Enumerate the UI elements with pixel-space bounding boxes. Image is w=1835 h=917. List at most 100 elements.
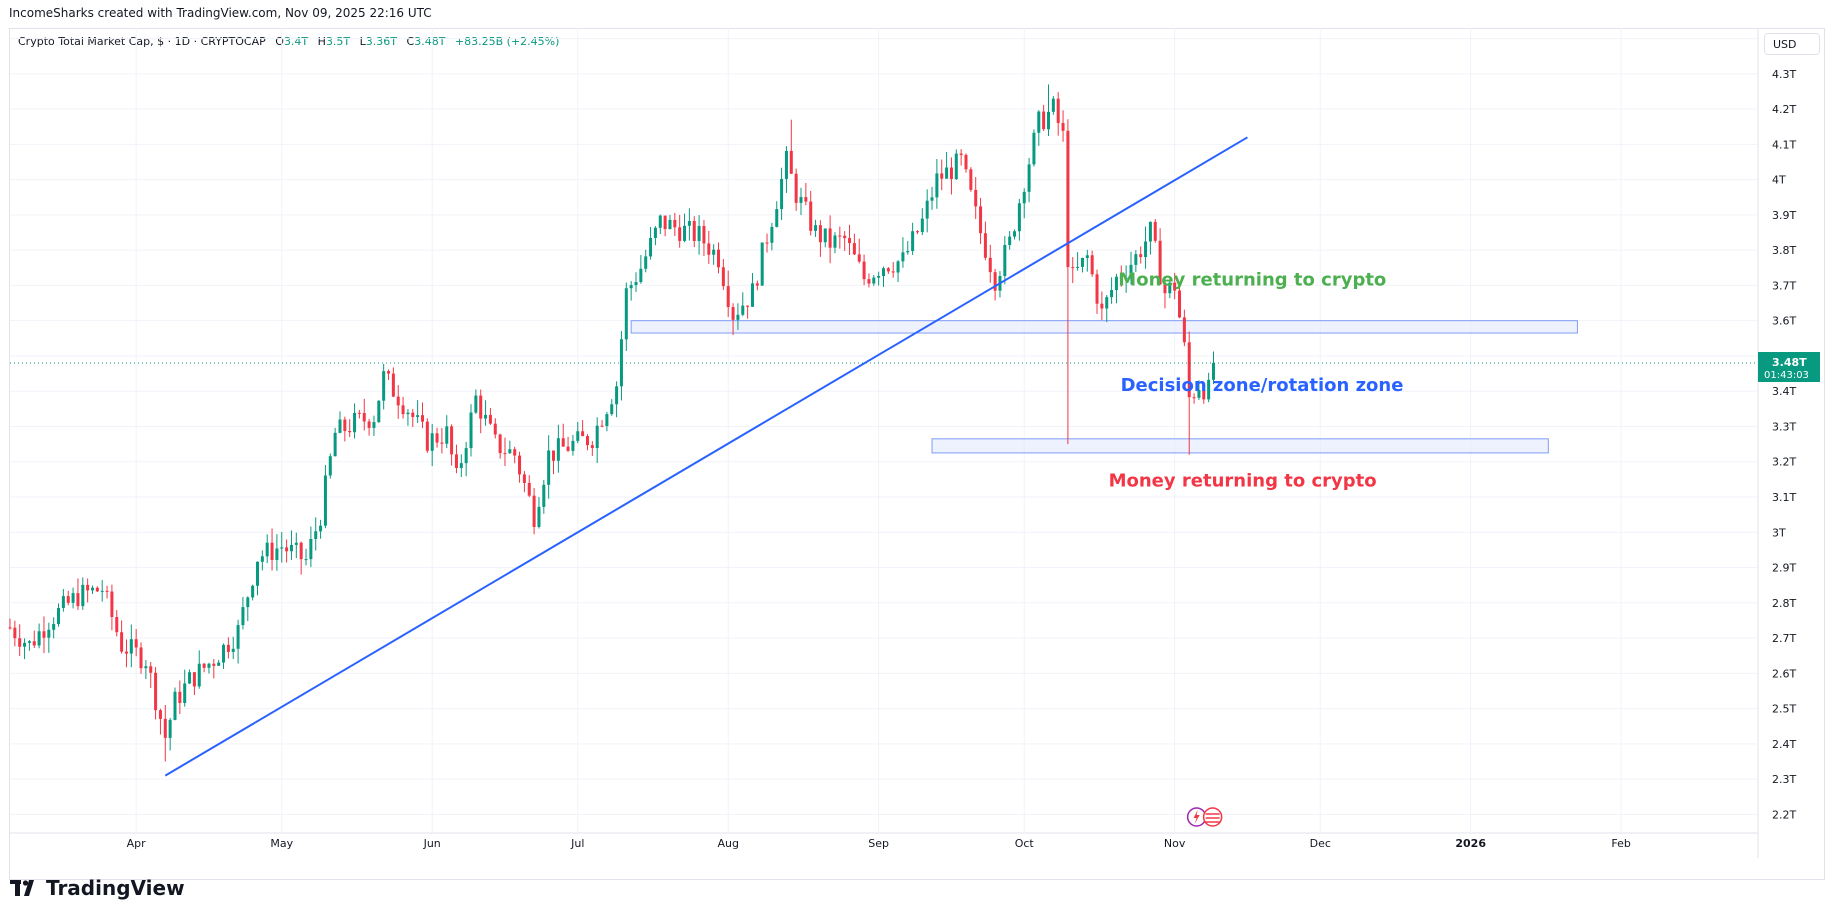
candle-body — [493, 423, 497, 435]
candle-body — [925, 200, 929, 219]
candle-body — [1008, 236, 1012, 245]
candle-body — [561, 438, 565, 447]
candle-body — [217, 662, 221, 666]
candle-body — [100, 590, 104, 592]
last-price-badge — [1758, 352, 1820, 382]
annotation-label-2: Decision zone/rotation zone — [1121, 375, 1404, 396]
candle-body — [920, 218, 924, 233]
candle-body — [1066, 130, 1070, 268]
candle-body — [668, 219, 672, 230]
candle-body — [1061, 122, 1065, 131]
candle-body — [1178, 290, 1182, 318]
candle-body — [775, 209, 779, 227]
candle-body — [1153, 221, 1157, 241]
candle-body — [265, 542, 269, 557]
candle-body — [66, 596, 70, 603]
candle-body — [1163, 284, 1167, 294]
candle-body — [532, 495, 536, 527]
candle-body — [746, 305, 750, 307]
candle-body — [522, 474, 526, 483]
candle-body — [440, 442, 444, 444]
candle-body — [8, 627, 12, 629]
candle-body — [814, 225, 818, 231]
candle-body — [391, 373, 395, 397]
candle-body — [687, 221, 691, 226]
candle-body — [260, 556, 264, 562]
candle-body — [1192, 397, 1196, 399]
currency-button[interactable]: USD — [1764, 33, 1820, 55]
candle-body — [1090, 255, 1094, 275]
candle-body — [1056, 98, 1060, 123]
candle-body — [959, 153, 963, 155]
candle-body — [57, 607, 61, 624]
candle-body — [1003, 244, 1007, 276]
candle-body — [527, 482, 531, 496]
candle-body — [537, 506, 541, 527]
candle-body — [649, 237, 653, 257]
candle-body — [1105, 297, 1109, 309]
candle-body — [1022, 191, 1026, 204]
candle-body — [590, 445, 594, 448]
candle-body — [755, 283, 759, 286]
candle-body — [484, 414, 488, 419]
candle-body — [784, 150, 788, 179]
candle-body — [872, 277, 876, 284]
candle-body — [338, 419, 342, 433]
candle-body — [115, 616, 119, 633]
candle-body — [741, 305, 745, 315]
candle-body — [780, 178, 784, 210]
candle-body — [197, 663, 201, 687]
low-label: L — [359, 35, 366, 48]
candle-body — [450, 426, 454, 455]
x-tick-label: May — [270, 837, 293, 850]
trendline — [164, 136, 1248, 777]
candle-body — [154, 672, 158, 711]
candle-body — [1037, 111, 1041, 133]
candle-body — [120, 632, 124, 652]
candle-body — [513, 449, 517, 456]
candle-body — [585, 436, 589, 446]
candle-body — [222, 644, 226, 663]
candle-body — [731, 307, 735, 320]
candle-body — [314, 531, 318, 540]
candle-body — [702, 226, 706, 244]
candle-body — [207, 663, 211, 668]
candle-body — [474, 395, 478, 413]
candle-body — [843, 235, 847, 239]
candle-body — [226, 644, 230, 652]
candle-body — [1197, 390, 1201, 398]
candle-body — [86, 584, 90, 591]
candle-body — [615, 386, 619, 405]
candle-body — [542, 484, 546, 507]
candle-body — [624, 288, 628, 340]
candle-body — [653, 227, 657, 238]
candle-body — [610, 404, 614, 415]
candle-body — [964, 154, 968, 170]
us-flag-icon — [1202, 807, 1223, 827]
candle-body — [357, 412, 361, 414]
candle-body — [1139, 254, 1143, 258]
candle-body — [833, 235, 837, 248]
x-tick-label: Sep — [868, 837, 889, 850]
x-tick-label: Apr — [127, 837, 147, 850]
candle-body — [1046, 111, 1050, 130]
candle-body — [881, 268, 886, 276]
candle-body — [353, 412, 357, 433]
candle-body — [236, 625, 240, 649]
candle-body — [343, 419, 347, 431]
candle-body — [891, 271, 895, 273]
candle-body — [673, 219, 677, 228]
y-tick-label: 2.8T — [1772, 597, 1796, 610]
candle-body — [255, 561, 259, 586]
candle-body — [435, 433, 439, 443]
candle-body — [639, 268, 643, 283]
open-label: O — [275, 35, 284, 48]
candle-body — [173, 691, 177, 720]
candle-body — [416, 415, 420, 417]
candle-body — [605, 414, 609, 427]
candle-body — [886, 268, 890, 272]
tradingview-brand: TradingView — [10, 876, 185, 900]
chart-frame — [9, 28, 1825, 880]
last-price-countdown: 01:43:03 — [1764, 370, 1809, 381]
